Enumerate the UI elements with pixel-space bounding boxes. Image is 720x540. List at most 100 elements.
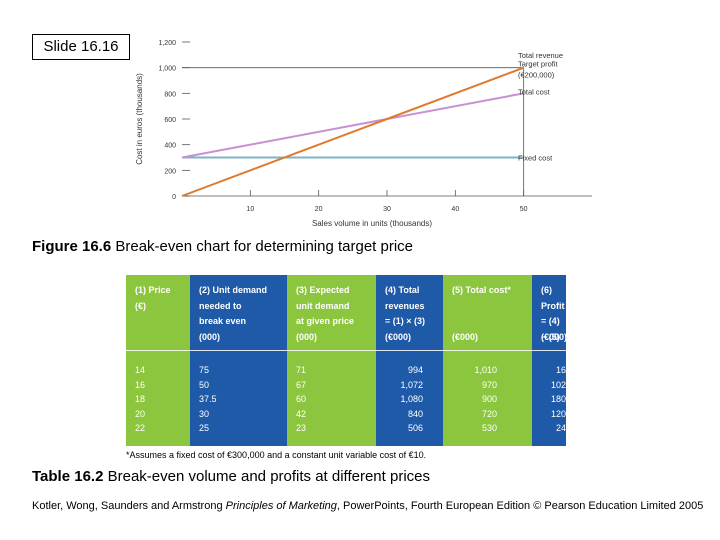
series-total-cost-line — [181, 92, 524, 159]
table-header-line: unit demand — [296, 300, 350, 311]
break-even-table: (1) Price (€) 14 16 18 20 22 (2) Unit demand nee… — [126, 275, 568, 446]
table-header-line — [452, 314, 532, 330]
table-cell: 75 — [199, 365, 210, 375]
fixed-cost-label: Fixed cost — [518, 154, 553, 163]
table-cell: 60 — [296, 394, 307, 404]
table-column-values: 71 67 60 42 23 — [296, 363, 376, 436]
table-column-values: 1,010 970 900 720 530 — [452, 363, 532, 436]
table-cell: 530 — [481, 423, 497, 433]
footer-prefix: Kotler, Wong, Saunders and Armstrong — [32, 500, 226, 512]
x-tick-label: 40 — [451, 206, 459, 213]
table-header-line: (€000) — [541, 331, 568, 342]
table-header-divider — [126, 350, 566, 351]
table-column: (6) Profit = (4) − (5) (€000) 16 102 180 120 24 — [532, 275, 568, 446]
table-header-line: (3) Expected — [296, 285, 350, 295]
table-cell: 180 — [550, 394, 566, 404]
break-even-chart: 0 200 400 600 800 1,000 1,200 10 20 30 40 50 Total r… — [135, 40, 592, 228]
table-column-header: (4) Total revenues = (1) × (3) (€000) — [385, 283, 443, 351]
table-caption-text: Break-even volume and profits at differe… — [103, 468, 430, 485]
table-column: (5) Total cost* (€000) 1,010 970 900 720 530 — [443, 275, 532, 446]
table-column-values: 14 16 18 20 22 — [135, 363, 190, 436]
table-column: (4) Total revenues = (1) × (3) (€000) 994 1,0… — [376, 275, 443, 446]
x-axis-title: Sales volume in units (thousands) — [312, 219, 432, 228]
table-cell: 970 — [481, 379, 497, 390]
table-header-line: (€000) — [452, 331, 479, 342]
table-header-line: (4) Total — [385, 285, 420, 295]
footer-credit: Kotler, Wong, Saunders and Armstrong Pri… — [32, 500, 703, 512]
y-tick-label: 0 — [172, 194, 176, 201]
total-revenue-label: Total revenue — [518, 51, 563, 60]
table-cell: 120 — [550, 408, 566, 419]
table-header-line: (€000) — [385, 331, 412, 342]
footer-suffix: , PowerPoints, Fourth European Edition ©… — [336, 500, 704, 512]
table-cell: 20 — [135, 408, 146, 419]
table-cell: 67 — [296, 379, 307, 390]
figure-caption-text: Break-even chart for determining target … — [111, 238, 414, 255]
table-header-line: (6) Profit — [541, 285, 565, 311]
table-header-line: (000) — [199, 331, 221, 342]
x-tick-label: 30 — [383, 206, 391, 213]
target-profit-label: Target profit — [518, 60, 559, 69]
table-cell: 720 — [481, 408, 497, 419]
table-cell: 23 — [296, 423, 307, 433]
table-header-line: (2) Unit demand — [199, 285, 268, 295]
y-axis-title: Cost in euros (thousands) — [135, 73, 144, 165]
series-total-revenue-line — [181, 66, 525, 197]
table-cell: 1,080 — [400, 394, 423, 404]
table-cell: 25 — [199, 423, 210, 433]
table-column-header: (2) Unit demand needed to break even (000) — [199, 283, 287, 351]
table-header-line: needed to — [199, 300, 242, 311]
table-header-line: (1) Price — [135, 285, 171, 295]
y-tick-label: 800 — [164, 91, 176, 98]
table-header-line: = (1) × (3) — [385, 316, 426, 326]
x-tick-label: 20 — [315, 206, 323, 213]
table-header-line — [452, 299, 532, 315]
table-header-line: (€) — [135, 300, 146, 311]
table-header-line: at given price — [296, 316, 355, 326]
table-cell: 840 — [407, 408, 423, 419]
table-cell: 900 — [481, 394, 497, 404]
table-header-line: break even — [199, 316, 247, 326]
total-cost-label: Total cost — [518, 87, 551, 96]
table-cell: 71 — [296, 365, 307, 375]
y-tick-label: 200 — [164, 168, 176, 175]
table-cell: 16 — [135, 379, 146, 390]
table-cell: 22 — [135, 423, 146, 433]
table-cell: 1,072 — [400, 379, 423, 390]
table-footnote: *Assumes a fixed cost of €300,000 and a … — [126, 450, 427, 460]
table-header-line: = (4) − (5) — [541, 316, 560, 342]
table-column: (3) Expected unit demand at given price (00… — [287, 275, 376, 446]
table-caption-number: Table 16.2 — [32, 468, 104, 485]
table-cell: 1,010 — [474, 365, 497, 375]
y-tick-label: 1,000 — [158, 66, 176, 73]
y-tick-label: 600 — [164, 117, 176, 124]
figure-caption: Figure 16.6 Break-even chart for determi… — [32, 238, 413, 255]
table-cell: 14 — [135, 365, 146, 375]
slide-label: Slide 16.16 — [32, 34, 130, 60]
table-cell: 16 — [555, 365, 566, 375]
table-cell: 50 — [199, 379, 210, 390]
table-cell: 18 — [135, 394, 146, 404]
table-column: (1) Price (€) 14 16 18 20 22 — [126, 275, 190, 446]
table-cell: 102 — [550, 379, 566, 390]
table-cell: 24 — [555, 423, 566, 433]
table-column-header: (3) Expected unit demand at given price (00… — [296, 283, 376, 351]
figure-caption-number: Figure 16.6 — [32, 238, 112, 255]
table-caption: Table 16.2 Break-even volume and profits… — [32, 468, 430, 485]
y-tick-label: 1,200 — [158, 40, 176, 47]
table-column: (2) Unit demand needed to break even (000) 7… — [190, 275, 287, 446]
table-header-line: (5) Total cost* — [452, 285, 511, 295]
target-profit-amount-label: (€200,000) — [518, 71, 555, 80]
table-column-values: 16 102 180 120 24 — [541, 363, 566, 436]
table-cell: 37.5 — [199, 394, 217, 404]
y-tick-label: 400 — [164, 143, 176, 150]
x-tick-label: 50 — [520, 206, 528, 213]
table-cell: 994 — [407, 365, 423, 375]
table-column-values: 994 1,072 1,080 840 506 — [385, 363, 443, 436]
table-column-header: (6) Profit = (4) − (5) (€000) — [541, 283, 568, 351]
x-tick-label: 10 — [246, 206, 254, 213]
table-cell: 30 — [199, 408, 210, 419]
table-column-header: (5) Total cost* (€000) — [452, 283, 532, 351]
table-column-header: (1) Price (€) — [135, 283, 190, 351]
table-header-line: (000) — [296, 331, 318, 342]
